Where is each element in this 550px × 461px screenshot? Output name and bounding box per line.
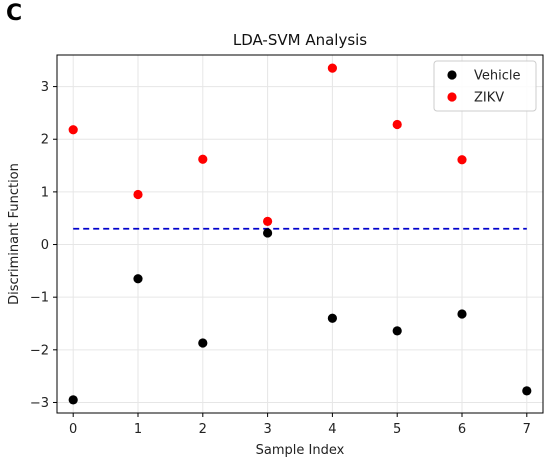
x-tick-label: 7 <box>523 422 531 437</box>
zikv-point <box>457 155 467 165</box>
legend-label-zikv: ZIKV <box>474 91 504 106</box>
x-tick-label: 3 <box>263 422 271 437</box>
zikv-point <box>198 154 208 164</box>
vehicle-point <box>263 228 273 238</box>
vehicle-point <box>68 395 78 405</box>
vehicle-point <box>457 309 467 319</box>
zikv-point <box>392 119 402 130</box>
plot-frame <box>56 54 544 414</box>
vehicle-point <box>392 326 402 336</box>
x-tick-label: 1 <box>134 422 142 437</box>
legend-label-vehicle: Vehicle <box>474 69 521 84</box>
x-tick-label: 5 <box>393 422 401 437</box>
legend-marker-zikv <box>447 92 457 102</box>
x-tick-label: 0 <box>69 422 77 437</box>
y-axis-label: Discriminant Function <box>7 163 22 305</box>
y-tick-label: 0 <box>41 238 49 253</box>
x-tick-label: 6 <box>458 422 466 437</box>
x-axis-label: Sample Index <box>256 443 345 458</box>
y-tick-label: 1 <box>41 185 49 200</box>
axis-ticks: 0 1 2 3 4 5 6 7 −3 −2 −1 0 1 2 3 <box>30 80 531 437</box>
vehicle-point <box>327 313 337 323</box>
y-tick-label: 3 <box>41 80 49 95</box>
vehicle-point <box>198 338 208 348</box>
y-tick-label: −2 <box>30 343 49 358</box>
legend: Vehicle ZIKV <box>433 60 537 112</box>
y-tick-label: 2 <box>41 133 49 148</box>
legend-box <box>433 60 537 112</box>
panel-letter: C <box>6 1 23 26</box>
y-tick-label: −3 <box>30 396 49 411</box>
y-tick-label: −1 <box>30 291 49 306</box>
zikv-point <box>68 125 78 135</box>
zikv-point <box>263 216 273 226</box>
zikv-point <box>327 63 337 73</box>
x-tick-label: 2 <box>199 422 207 437</box>
data-points <box>68 63 532 405</box>
zikv-point <box>133 189 143 200</box>
legend-marker-vehicle <box>447 70 457 80</box>
vehicle-point <box>133 274 143 284</box>
chart-title: LDA-SVM Analysis <box>233 31 367 49</box>
vehicle-point <box>522 386 532 396</box>
x-tick-label: 4 <box>328 422 336 437</box>
